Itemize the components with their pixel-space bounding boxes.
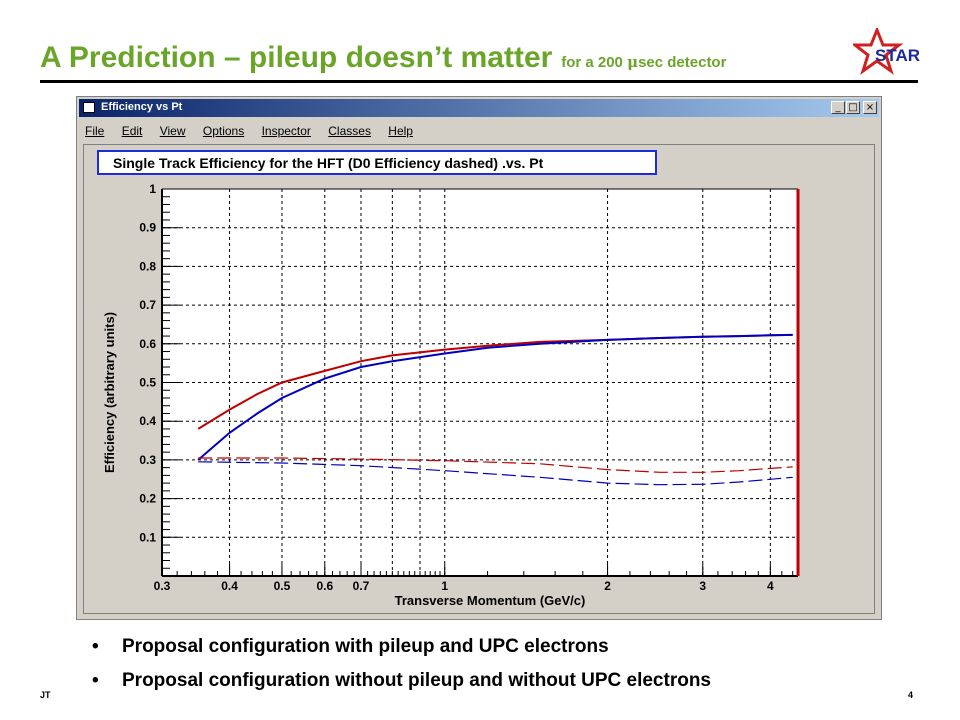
window-titlebar[interactable]: Efficiency vs Pt _ □ × — [79, 99, 879, 117]
x-tick-label: 0.6 — [316, 579, 333, 593]
y-tick-label: 0.9 — [139, 221, 156, 235]
chart-title: Single Track Efficiency for the HFT (D0 … — [113, 155, 544, 171]
minimize-button[interactable]: _ — [831, 101, 845, 114]
star-logo: STAR — [853, 28, 920, 75]
series-line-dashed — [198, 457, 793, 473]
bullet-item: • Proposal configuration without pileup a… — [92, 670, 711, 691]
star-logo-text: STAR — [875, 46, 920, 65]
y-axis-label: Efficiency (arbitrary units) — [102, 312, 117, 473]
x-tick-label: 2 — [604, 579, 611, 593]
slide-title-sub: for a 200 μsec detector — [561, 53, 727, 71]
chart-title-box[interactable]: Single Track Efficiency for the HFT (D0 … — [97, 150, 657, 175]
footer-initials: JT — [40, 690, 51, 700]
plot-canvas[interactable]: Single Track Efficiency for the HFT (D0 … — [83, 144, 875, 614]
y-tick-label: 0.6 — [139, 337, 156, 351]
window-title: Efficiency vs Pt — [101, 101, 183, 113]
y-tick-label: 0.4 — [139, 414, 156, 428]
menu-edit[interactable]: Edit — [121, 124, 143, 138]
series-line-solid — [197, 333, 793, 461]
maximize-button[interactable]: □ — [846, 101, 860, 114]
y-tick-label: 0.7 — [139, 298, 156, 312]
menu-file[interactable]: File — [85, 124, 105, 138]
root-canvas-window: Efficiency vs Pt _ □ × File Edit View Op… — [76, 96, 882, 620]
y-tick-label: 0.8 — [139, 259, 156, 273]
y-tick-label: 0.1 — [139, 530, 156, 544]
x-axis-label: Transverse Momentum (GeV/c) — [395, 593, 586, 608]
y-tick-label: 0.3 — [139, 453, 156, 467]
menu-view[interactable]: View — [159, 124, 186, 138]
y-tick-label: 1 — [149, 182, 156, 196]
menu-inspector[interactable]: Inspector — [261, 124, 311, 138]
slide-title-main: A Prediction – pileup doesn’t matter — [40, 41, 553, 74]
close-button[interactable]: × — [863, 101, 877, 114]
efficiency-plot[interactable]: 0.3 0.4 0.5 0.6 0.7 1 2 3 4 0.1 0.2 0.3 0.4 0.5 0.6 0.7… — [84, 145, 876, 615]
bullet-item: • Proposal configuration with pileup and … — [92, 636, 609, 657]
x-tick-label: 0.3 — [154, 579, 171, 593]
x-tick-label: 0.4 — [221, 579, 238, 593]
y-tick-label: 0.2 — [139, 492, 156, 506]
bullet-list: • Proposal configuration with pileup and … — [92, 636, 711, 704]
x-tick-label: 0.5 — [274, 579, 291, 593]
menu-bar: File Edit View Options Inspector Classes… — [85, 124, 427, 140]
page-number: 4 — [908, 690, 914, 700]
x-tick-label: 1 — [441, 579, 448, 593]
title-rule — [40, 80, 918, 83]
window-app-icon — [83, 102, 95, 113]
menu-classes[interactable]: Classes — [328, 124, 371, 138]
menu-help[interactable]: Help — [388, 124, 413, 138]
x-tick-label: 4 — [767, 579, 774, 593]
series-line-dashed — [198, 461, 793, 486]
y-tick-label: 0.5 — [139, 376, 156, 390]
menu-options[interactable]: Options — [202, 124, 245, 138]
slide-title: A Prediction – pileup doesn’t matter for… — [40, 38, 726, 75]
x-tick-label: 3 — [699, 579, 706, 593]
x-tick-label: 0.7 — [353, 579, 370, 593]
star-logo-shape — [853, 28, 904, 75]
